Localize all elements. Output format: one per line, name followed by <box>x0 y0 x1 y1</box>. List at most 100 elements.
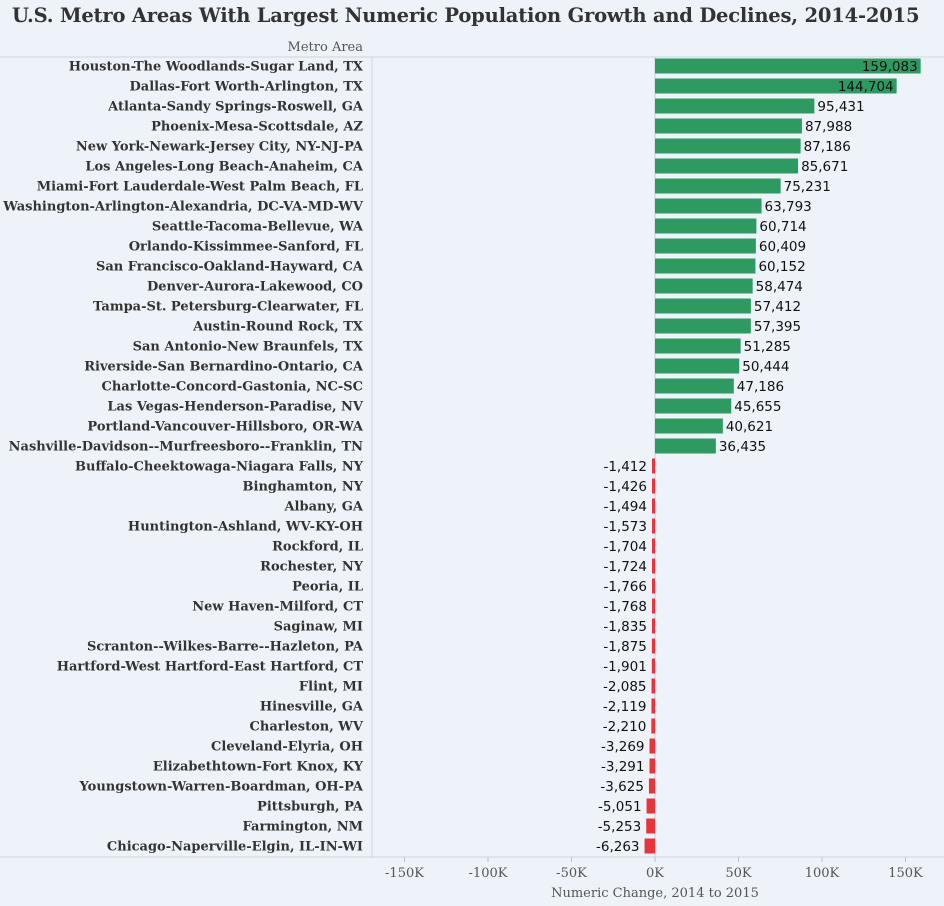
bar[interactable] <box>655 138 801 154</box>
bar[interactable] <box>655 358 740 374</box>
bar[interactable] <box>651 618 655 634</box>
category-label: Cleveland-Elyria, OH <box>211 740 363 755</box>
value-label: 51,285 <box>744 339 791 355</box>
bar[interactable] <box>652 498 655 514</box>
chart-row: Portland-Vancouver-Hillsboro, OR-WA 40,62… <box>87 418 773 435</box>
bar[interactable] <box>655 58 921 74</box>
bar[interactable] <box>651 678 655 694</box>
value-label: 60,409 <box>759 239 806 255</box>
value-label: -1,704 <box>603 539 647 555</box>
bar[interactable] <box>652 458 655 474</box>
bar[interactable] <box>651 638 655 654</box>
x-tick-label: -50K <box>556 866 587 881</box>
chart-row: Pittsburgh, PA -5,051 <box>257 798 655 815</box>
value-label: 85,671 <box>801 159 848 175</box>
bar[interactable] <box>655 278 753 294</box>
value-label: -3,291 <box>601 759 645 775</box>
bar[interactable] <box>655 118 802 134</box>
category-label: Austin-Round Rock, TX <box>192 320 364 335</box>
bar[interactable] <box>651 718 655 734</box>
chart-row: Denver-Aurora-Lakewood, CO 58,474 <box>147 278 803 295</box>
category-label: Orlando-Kissimmee-Sanford, FL <box>129 240 363 255</box>
bar[interactable] <box>655 258 756 274</box>
bar[interactable] <box>655 438 716 454</box>
bar[interactable] <box>655 298 751 314</box>
bar[interactable] <box>652 598 655 614</box>
value-label: -3,625 <box>600 779 644 795</box>
chart-row: New York-Newark-Jersey City, NY-NJ-PA 87,… <box>76 138 851 155</box>
value-label: -1,573 <box>603 519 647 535</box>
value-label: 57,395 <box>754 319 801 335</box>
category-label: Huntington-Ashland, WV-KY-OH <box>128 520 363 535</box>
value-label: -2,085 <box>603 679 647 695</box>
category-label: Saginaw, MI <box>274 620 363 635</box>
bar[interactable] <box>655 78 897 94</box>
value-label: 144,704 <box>838 79 894 95</box>
bar[interactable] <box>644 838 655 854</box>
chart-row: Huntington-Ashland, WV-KY-OH -1,573 <box>128 518 655 535</box>
bar[interactable] <box>655 338 741 354</box>
chart-row: Rockford, IL -1,704 <box>272 538 655 555</box>
category-label: Rockford, IL <box>272 540 363 555</box>
category-label: Binghamton, NY <box>243 480 364 495</box>
bar[interactable] <box>651 698 655 714</box>
bar[interactable] <box>649 758 655 774</box>
chart-row: Scranton--Wilkes-Barre--Hazleton, PA -1,8… <box>87 638 655 655</box>
value-label: -6,263 <box>596 839 640 855</box>
bar[interactable] <box>655 198 762 214</box>
bar[interactable] <box>655 418 723 434</box>
value-label: -5,253 <box>598 819 642 835</box>
value-label: -2,119 <box>603 699 647 715</box>
value-label: 57,412 <box>754 299 801 315</box>
chart-row: New Haven-Milford, CT -1,768 <box>192 598 655 615</box>
category-label: Charleston, WV <box>250 720 364 735</box>
chart-row: Charlotte-Concord-Gastonia, NC-SC 47,186 <box>102 378 784 395</box>
bar[interactable] <box>652 538 655 554</box>
bar[interactable] <box>652 478 655 494</box>
value-label: -1,766 <box>603 579 647 595</box>
x-axis: -150K -100K -50K 0K 50K 100K 150K <box>385 857 923 881</box>
bar[interactable] <box>652 578 655 594</box>
category-label: Houston-The Woodlands-Sugar Land, TX <box>69 60 364 75</box>
value-label: 63,793 <box>765 199 812 215</box>
chart-row: Orlando-Kissimmee-Sanford, FL 60,409 <box>129 238 806 255</box>
bar[interactable] <box>655 158 799 174</box>
bar[interactable] <box>655 238 756 254</box>
bar[interactable] <box>646 818 655 834</box>
bar[interactable] <box>652 558 655 574</box>
bar[interactable] <box>655 98 815 114</box>
category-label: Nashville-Davidson--Murfreesboro--Frankl… <box>9 440 363 455</box>
category-label: Hinesville, GA <box>260 700 364 715</box>
x-tick-label: -150K <box>385 866 424 881</box>
category-label: Scranton--Wilkes-Barre--Hazleton, PA <box>87 640 364 655</box>
chart-row: Dallas-Fort Worth-Arlington, TX 144,704 <box>130 78 897 95</box>
x-tick-label: -100K <box>469 866 508 881</box>
chart-row: Albany, GA -1,494 <box>283 498 655 515</box>
category-label: Phoenix-Mesa-Scottsdale, AZ <box>151 120 363 135</box>
bar[interactable] <box>651 658 655 674</box>
value-label: 36,435 <box>719 439 766 455</box>
bar[interactable] <box>655 178 781 194</box>
chart-row: Miami-Fort Lauderdale-West Palm Beach, F… <box>37 178 831 195</box>
value-label: -1,901 <box>603 659 647 675</box>
bar[interactable] <box>649 738 655 754</box>
chart-row: Hinesville, GA -2,119 <box>260 698 655 715</box>
bar[interactable] <box>655 318 751 334</box>
bar[interactable] <box>652 518 655 534</box>
value-label: -1,768 <box>603 599 647 615</box>
bar[interactable] <box>646 798 655 814</box>
category-label: Peoria, IL <box>292 580 363 595</box>
chart-row: Las Vegas-Henderson-Paradise, NV 45,655 <box>107 398 781 415</box>
bar[interactable] <box>655 378 734 394</box>
chart-row: Washington-Arlington-Alexandria, DC-VA-M… <box>2 198 812 215</box>
category-label: New Haven-Milford, CT <box>192 600 363 615</box>
value-label: 159,083 <box>862 59 918 75</box>
bar[interactable] <box>648 778 655 794</box>
row-header: Metro Area <box>288 40 364 55</box>
category-label: Flint, MI <box>299 680 363 695</box>
bar[interactable] <box>655 398 732 414</box>
category-label: Youngstown-Warren-Boardman, OH-PA <box>79 780 364 795</box>
value-label: -1,494 <box>603 499 647 515</box>
category-label: Washington-Arlington-Alexandria, DC-VA-M… <box>2 200 364 215</box>
bar[interactable] <box>655 218 757 234</box>
